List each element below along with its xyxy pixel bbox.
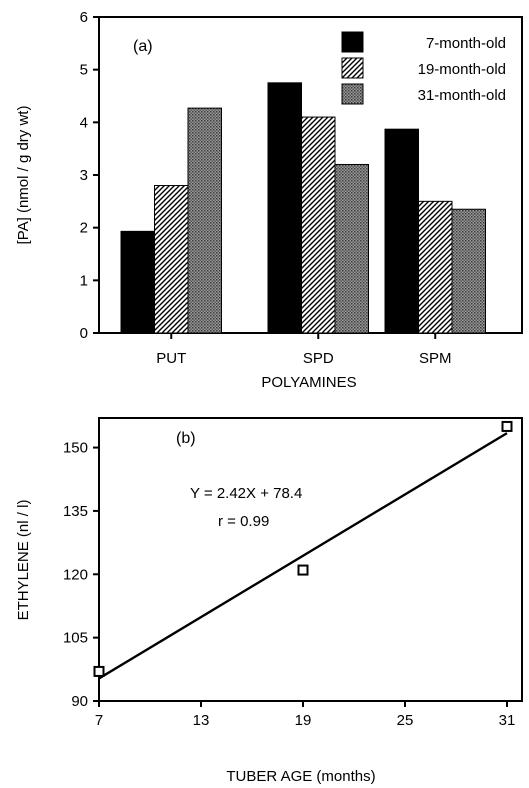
x-axis: 7 13 19 25 31 (95, 701, 516, 729)
bar-spm-7-month-old (384, 128, 419, 334)
data-point (297, 564, 309, 576)
y-axis-label: [PA] (nmol / g dry wt) (15, 106, 32, 245)
bar-put-31-month-old (187, 107, 222, 334)
legend-label: 7-month-old (426, 35, 506, 52)
bars (120, 82, 486, 334)
bar-spd-31-month-old (334, 163, 369, 334)
panel-label: (a) (133, 38, 153, 55)
y-tick-label: 2 (80, 220, 88, 237)
bar-put-19-month-old (154, 185, 189, 334)
bar-spd-7-month-old (267, 82, 302, 334)
data-point (501, 420, 513, 432)
y-tick-label: 0 (80, 325, 88, 342)
y-tick-label: 105 (63, 630, 88, 647)
x-category-label: PUT (156, 350, 186, 367)
legend-label: 31-month-old (418, 87, 506, 104)
y-tick-label: 120 (63, 566, 88, 583)
legend-swatch (341, 83, 364, 105)
y-tick-label: 150 (63, 440, 88, 457)
x-tick-label: 31 (499, 712, 516, 729)
x-tick-label: 25 (397, 712, 414, 729)
plot-frame (98, 417, 523, 702)
bar-spm-19-month-old (418, 200, 453, 334)
x-axis: PUT SPD SPM (156, 333, 452, 367)
regression-line (98, 432, 508, 680)
y-axis: 0 1 2 3 4 5 6 (80, 9, 99, 342)
legend-label: 19-month-old (418, 61, 506, 78)
x-axis-label: TUBER AGE (months) (226, 768, 375, 785)
x-tick-label: 13 (193, 712, 210, 729)
legend-swatch (341, 57, 364, 79)
x-tick-label: 7 (95, 712, 103, 729)
bar-put-7-month-old (120, 230, 155, 334)
y-tick-label: 5 (80, 62, 88, 79)
x-category-label: SPD (303, 350, 334, 367)
y-tick-label: 4 (80, 114, 88, 131)
x-category-label: SPM (419, 350, 452, 367)
y-tick-label: 90 (71, 693, 88, 710)
y-tick-label: 3 (80, 167, 88, 184)
y-axis-label: ETHYLENE (nl / l) (15, 500, 32, 621)
y-tick-label: 135 (63, 503, 88, 520)
legend-swatch (341, 31, 364, 53)
y-tick-label: 1 (80, 272, 88, 289)
x-tick-label: 19 (295, 712, 312, 729)
scatter-chart-panel: 90 105 120 135 150 7 13 19 25 31 (b) Y = 2.42X +… (15, 417, 523, 785)
regression-equation: Y = 2.42X + 78.4 (190, 485, 302, 502)
bar-spd-19-month-old (301, 116, 336, 334)
data-points (93, 420, 513, 677)
bar-chart-panel: 0 1 2 3 4 5 6 PUT SPD SPM (a) POLYAMINES [PA] (n… (15, 9, 523, 391)
y-axis: 90 105 120 135 150 (63, 440, 99, 710)
bar-spm-31-month-old (451, 208, 486, 334)
correlation-coefficient: r = 0.99 (218, 513, 269, 530)
x-axis-label: POLYAMINES (261, 374, 356, 391)
y-tick-label: 6 (80, 9, 88, 26)
legend: 7-month-old 19-month-old 31-month-old (341, 31, 506, 105)
panel-label: (b) (176, 430, 196, 447)
data-point (93, 665, 105, 677)
